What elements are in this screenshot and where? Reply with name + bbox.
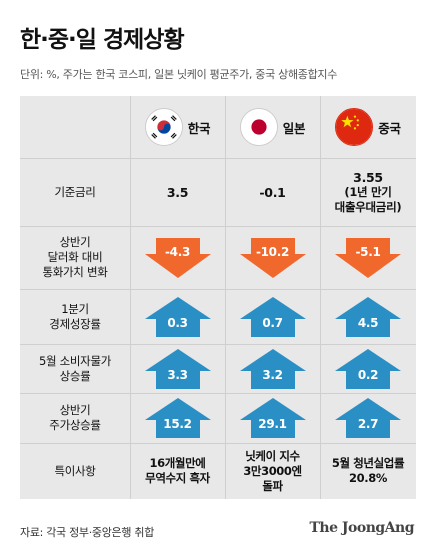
row-label-currency: 상반기 달러화 대비 통화가치 변화 — [42, 235, 108, 279]
up-arrow-icon: 15.2 — [143, 398, 213, 438]
base-rate-china: 3.55 (1년 만기 대출우대금리) — [334, 169, 402, 214]
currency-japan: -10.2 — [225, 226, 320, 289]
special-japan: 닛케이 지수 3만3000엔 돌파 — [243, 448, 302, 493]
currency-korea: -4.3 — [130, 226, 225, 289]
country-name-korea: 한국 — [187, 120, 211, 136]
row-divider — [20, 393, 416, 394]
row-label-special: 특이사항 — [54, 463, 96, 478]
source-note: 자료: 각국 정부·중앙은행 취합 — [20, 526, 155, 539]
stock-china: 2.7 — [320, 393, 416, 443]
country-name-japan: 일본 — [282, 120, 306, 136]
currency-china: -5.1 — [320, 226, 416, 289]
up-arrow-icon: 3.3 — [143, 348, 213, 389]
stock-japan: 29.1 — [225, 393, 320, 443]
header-japan: 일본 — [225, 96, 320, 158]
up-arrow-icon: 4.5 — [333, 296, 403, 337]
down-arrow-icon: -10.2 — [238, 237, 308, 278]
up-arrow-icon: 0.2 — [333, 348, 403, 389]
up-arrow-icon: 2.7 — [333, 398, 403, 438]
korea-flag-icon — [144, 108, 183, 146]
down-arrow-icon: -4.3 — [143, 237, 213, 278]
special-korea: 16개월만에 무역수지 흑자 — [145, 456, 210, 485]
row-divider — [20, 443, 416, 444]
unit-note: 단위: %, 주가는 한국 코스피, 일본 닛케이 평균주가, 중국 상해종합지… — [20, 68, 338, 81]
row-label-cpi: 5월 소비자물가 상승률 — [38, 353, 112, 383]
up-arrow-icon: 29.1 — [238, 398, 308, 438]
cpi-china: 0.2 — [320, 344, 416, 393]
brand-logo: The JoongAng — [309, 520, 415, 536]
row-label-base-rate: 기준금리 — [54, 184, 96, 199]
up-arrow-icon: 3.2 — [238, 348, 308, 389]
page-title: 한·중·일 경제상황 — [20, 27, 185, 53]
row-label-growth: 1분기 경제성장률 — [49, 301, 101, 331]
growth-korea: 0.3 — [130, 289, 225, 344]
cpi-japan: 3.2 — [225, 344, 320, 393]
special-china: 5월 청년실업률 20.8% — [331, 456, 405, 485]
cpi-korea: 3.3 — [130, 344, 225, 393]
stock-korea: 15.2 — [130, 393, 225, 443]
row-divider — [20, 289, 416, 290]
column-divider — [320, 96, 321, 499]
growth-japan: 0.7 — [225, 289, 320, 344]
growth-china: 4.5 — [320, 289, 416, 344]
base-rate-japan: -0.1 — [259, 184, 286, 200]
up-arrow-icon: 0.3 — [143, 296, 213, 337]
country-name-china: 중국 — [378, 120, 401, 136]
down-arrow-icon: -5.1 — [333, 237, 403, 278]
base-rate-korea: 3.5 — [166, 184, 189, 200]
column-divider — [225, 96, 226, 499]
row-divider — [20, 344, 416, 345]
header-china: 중국 — [320, 96, 416, 158]
row-divider — [20, 226, 416, 227]
column-divider — [130, 96, 131, 499]
china-flag-icon — [335, 108, 374, 146]
row-divider — [20, 158, 416, 159]
comparison-table: 한국 일본 — [20, 96, 416, 499]
japan-flag-icon — [239, 108, 278, 146]
row-label-stock: 상반기 주가상승률 — [49, 403, 101, 432]
up-arrow-icon: 0.7 — [238, 296, 308, 337]
header-korea: 한국 — [130, 96, 225, 158]
